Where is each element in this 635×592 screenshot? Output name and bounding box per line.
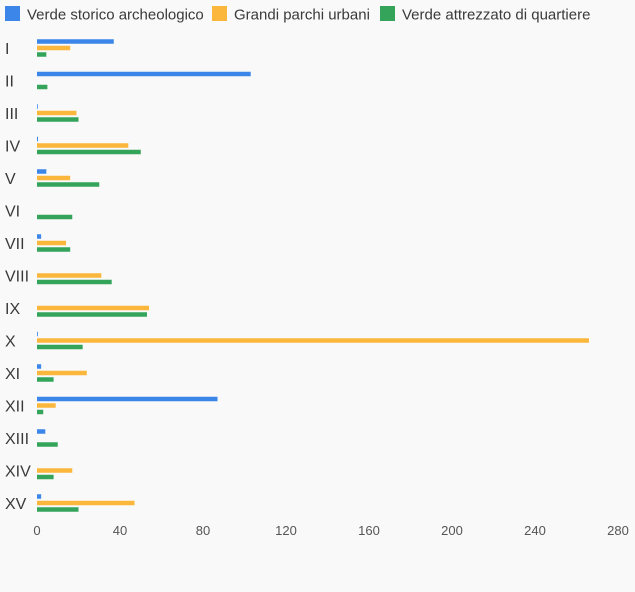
bar-vii-series-2 <box>37 240 67 246</box>
bar-viii-series-2 <box>37 273 102 278</box>
bar-vii-series-3 <box>37 247 71 252</box>
category-label: VI <box>5 204 20 221</box>
bar-i-series-1 <box>37 39 114 44</box>
legend-swatch-1 <box>5 6 20 21</box>
bar-xv-series-1 <box>37 494 42 499</box>
x-axis-tick-labels: 0 40 80 120 160 200 240 280 <box>33 523 628 538</box>
category-label: X <box>5 334 16 351</box>
bar-iii-series-2 <box>37 110 77 116</box>
legend-label-2: Grandi parchi urbani <box>234 7 370 24</box>
legend-label-1: Verde storico archeologico <box>27 7 204 24</box>
bar-iii-series-3 <box>37 117 79 122</box>
bar-iv-series-3 <box>37 149 141 155</box>
bar-ii-series-1 <box>37 71 251 77</box>
legend-swatch-3 <box>380 6 395 21</box>
bar-v-series-1 <box>37 169 47 174</box>
bar-xi-series-1 <box>37 364 42 369</box>
legend-label-3: Verde attrezzato di quartiere <box>402 7 590 24</box>
x-tick-label: 160 <box>358 523 380 538</box>
x-tick-label: 80 <box>196 523 210 538</box>
bar-xii-series-1 <box>37 396 218 402</box>
bar-viii-series-3 <box>37 279 112 285</box>
bar-i-series-3 <box>37 52 47 57</box>
bar-xii-series-2 <box>37 403 56 408</box>
bar-xiii-series-1 <box>37 429 46 434</box>
legend-swatch-2 <box>212 6 227 21</box>
category-label: XII <box>5 399 25 416</box>
category-label: III <box>5 106 18 123</box>
bar-iv-series-1 <box>37 136 39 142</box>
bar-xii-series-3 <box>37 409 44 415</box>
category-label: II <box>5 74 14 91</box>
x-tick-label: 280 <box>607 523 629 538</box>
bar-xiv-series-2 <box>37 468 73 473</box>
bar-xi-series-2 <box>37 370 87 376</box>
category-label: VII <box>5 236 25 253</box>
x-tick-label: 240 <box>524 523 546 538</box>
category-label: XI <box>5 366 20 383</box>
bar-xv-series-2 <box>37 500 135 506</box>
bar-ix-series-2 <box>37 305 150 311</box>
bar-xiii-series-3 <box>37 442 58 447</box>
bars <box>37 39 589 512</box>
bar-x-series-2 <box>37 338 589 343</box>
legend: Verde storico archeologico Grandi parchi … <box>5 6 590 24</box>
bar-ii-series-3 <box>37 84 48 90</box>
category-label: IX <box>5 301 20 318</box>
x-tick-label: 40 <box>113 523 127 538</box>
x-tick-label: 200 <box>441 523 463 538</box>
bar-iv-series-2 <box>37 143 129 148</box>
x-tick-label: 120 <box>275 523 297 538</box>
category-label: XIV <box>5 464 31 481</box>
bar-v-series-3 <box>37 182 100 187</box>
bar-xv-series-3 <box>37 507 79 512</box>
bar-ix-series-3 <box>37 312 147 317</box>
bar-x-series-3 <box>37 344 83 350</box>
bar-vii-series-1 <box>37 234 42 239</box>
category-label: I <box>5 41 9 58</box>
bar-x-series-1 <box>37 331 38 337</box>
category-label: XV <box>5 496 27 513</box>
category-label: XIII <box>5 431 29 448</box>
bar-v-series-2 <box>37 175 71 181</box>
category-label: V <box>5 171 16 188</box>
bar-xi-series-3 <box>37 377 54 382</box>
bar-i-series-2 <box>37 45 71 51</box>
category-label: VIII <box>5 269 29 286</box>
bar-iii-series-1 <box>37 104 38 109</box>
x-tick-label: 0 <box>33 523 40 538</box>
bar-xiv-series-3 <box>37 474 54 480</box>
bar-vi-series-3 <box>37 214 73 220</box>
category-label: IV <box>5 139 20 156</box>
